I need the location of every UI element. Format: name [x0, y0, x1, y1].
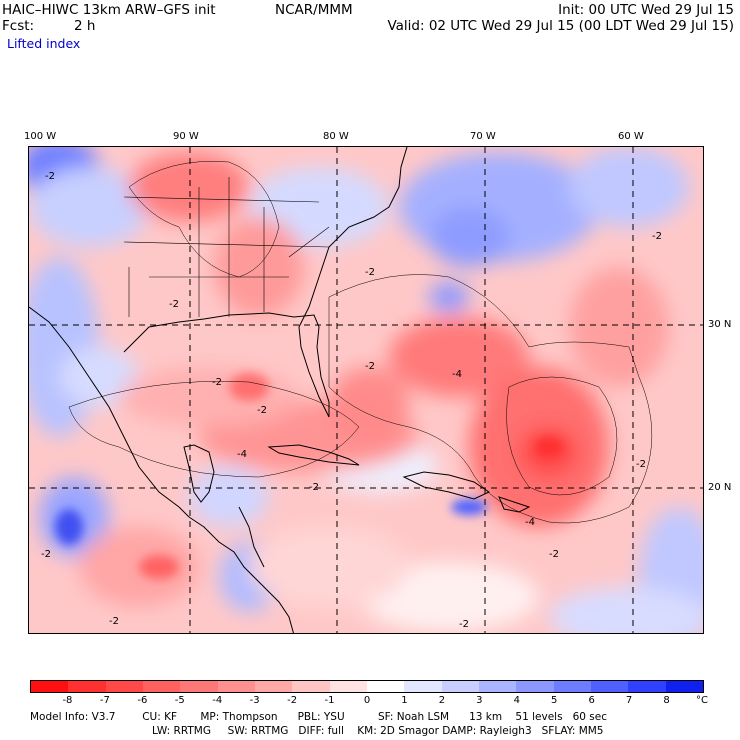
colorbar-tick-label: -2	[287, 695, 298, 706]
contour-label: -2	[169, 299, 179, 310]
valid-time: Valid: 02 UTC Wed 29 Jul 15 (00 LDT Wed …	[387, 18, 734, 34]
map-canvas: -2 -2 -2 -2 -2 -2 -2 -2 -2 -2 -2 -2 -4 -…	[29, 147, 703, 633]
colorbar-swatch	[329, 681, 367, 692]
colorbar-tick-label: 6	[588, 695, 595, 706]
colorbar-swatch	[553, 681, 591, 692]
forecast-hour: 2 h	[74, 18, 96, 34]
lon-label-70w: 70 W	[470, 131, 496, 142]
colorbar-tick-label: -4	[212, 695, 223, 706]
colorbar-swatch	[516, 681, 554, 692]
colorbar-swatch	[254, 681, 293, 692]
colorbar-tick-label: 7	[625, 695, 633, 706]
contour-label: -2	[365, 361, 375, 372]
lat-lon-grid	[29, 147, 703, 633]
colorbar-swatch	[404, 681, 442, 692]
colorbar-swatch	[217, 681, 255, 692]
model-info-line2: LW: RRTMG SW: RRTMG DIFF: full KM: 2D Sm…	[152, 725, 604, 737]
field-detail	[55, 373, 563, 579]
colorbar-swatch	[665, 681, 703, 692]
lon-label-90w: 90 W	[173, 131, 199, 142]
contour-label: -4	[525, 517, 535, 528]
colorbar-swatch	[441, 681, 479, 692]
contour-labels: -2 -2 -2 -2 -2 -2 -2 -2 -2 -2 -2 -2 -4 -…	[41, 171, 662, 630]
colorbar-swatch	[478, 681, 517, 692]
coastlines	[29, 147, 531, 633]
colorbar-tick-label: 2	[438, 695, 446, 706]
colorbar-tick-label: -6	[137, 695, 148, 706]
colorbar-swatch	[366, 681, 405, 692]
colorbar-unit: °C	[696, 695, 708, 706]
colorbar-tick-label: -1	[324, 695, 335, 706]
lifted-index-map: -2 -2 -2 -2 -2 -2 -2 -2 -2 -2 -2 -2 -4 -…	[28, 146, 704, 634]
colorbar-swatch	[180, 681, 218, 692]
contour-lines	[68, 161, 653, 524]
contour-label: -2	[45, 171, 55, 182]
colorbar-swatch	[105, 681, 143, 692]
colorbar-tick-label: 0	[363, 695, 371, 706]
colorbar-tick-label: -5	[174, 695, 185, 706]
lon-label-80w: 80 W	[323, 131, 349, 142]
contour-label: -2	[459, 619, 469, 630]
contour-label: -2	[652, 231, 662, 242]
model-info-line1: Model Info: V3.7 CU: KF MP: Thompson PBL…	[30, 711, 607, 723]
colorbar-swatch	[142, 681, 181, 692]
colorbar-tick-label: 4	[513, 695, 520, 706]
contour-label: -2	[636, 459, 646, 470]
contour-label: -2	[41, 549, 51, 560]
contour-label: -2	[549, 549, 559, 560]
colorbar-swatch	[628, 681, 666, 692]
colorbar-tick-label: 8	[663, 695, 670, 706]
field-name: Lifted index	[7, 36, 81, 51]
init-time: Init: 00 UTC Wed 29 Jul 15	[558, 2, 734, 18]
contour-label: -2	[212, 377, 222, 388]
colorbar-swatch	[68, 681, 106, 692]
colorbar-tick-label: -7	[99, 695, 110, 706]
colorbar	[30, 680, 704, 693]
lon-label-100w: 100 W	[24, 131, 57, 142]
contour-label: -2	[109, 616, 119, 627]
colorbar-swatch	[292, 681, 330, 692]
colorbar-tick-label: 3	[476, 695, 483, 706]
colorbar-tick-label: -3	[249, 695, 260, 706]
colorbar-tick-label: -8	[62, 695, 73, 706]
field-shading	[29, 147, 703, 633]
colorbar-swatch	[590, 681, 629, 692]
colorbar-swatch	[31, 681, 69, 692]
contour-label: -4	[452, 369, 462, 380]
colorbar-tick-label: 5	[551, 695, 558, 706]
contour-label: -2	[365, 267, 375, 278]
contour-label: -4	[237, 449, 247, 460]
lat-label-20n: 20 N	[708, 482, 732, 493]
contour-label: -2	[309, 482, 319, 493]
forecast-label: Fcst:	[2, 18, 35, 34]
contour-label: -2	[257, 405, 267, 416]
state-borders	[123, 177, 330, 317]
lat-label-30n: 30 N	[708, 319, 732, 330]
colorbar-tick-label: 1	[401, 695, 408, 706]
lon-label-60w: 60 W	[618, 131, 644, 142]
organization-label: NCAR/MMM	[275, 2, 353, 18]
model-title: HAIC–HIWC 13km ARW–GFS init	[2, 2, 216, 18]
